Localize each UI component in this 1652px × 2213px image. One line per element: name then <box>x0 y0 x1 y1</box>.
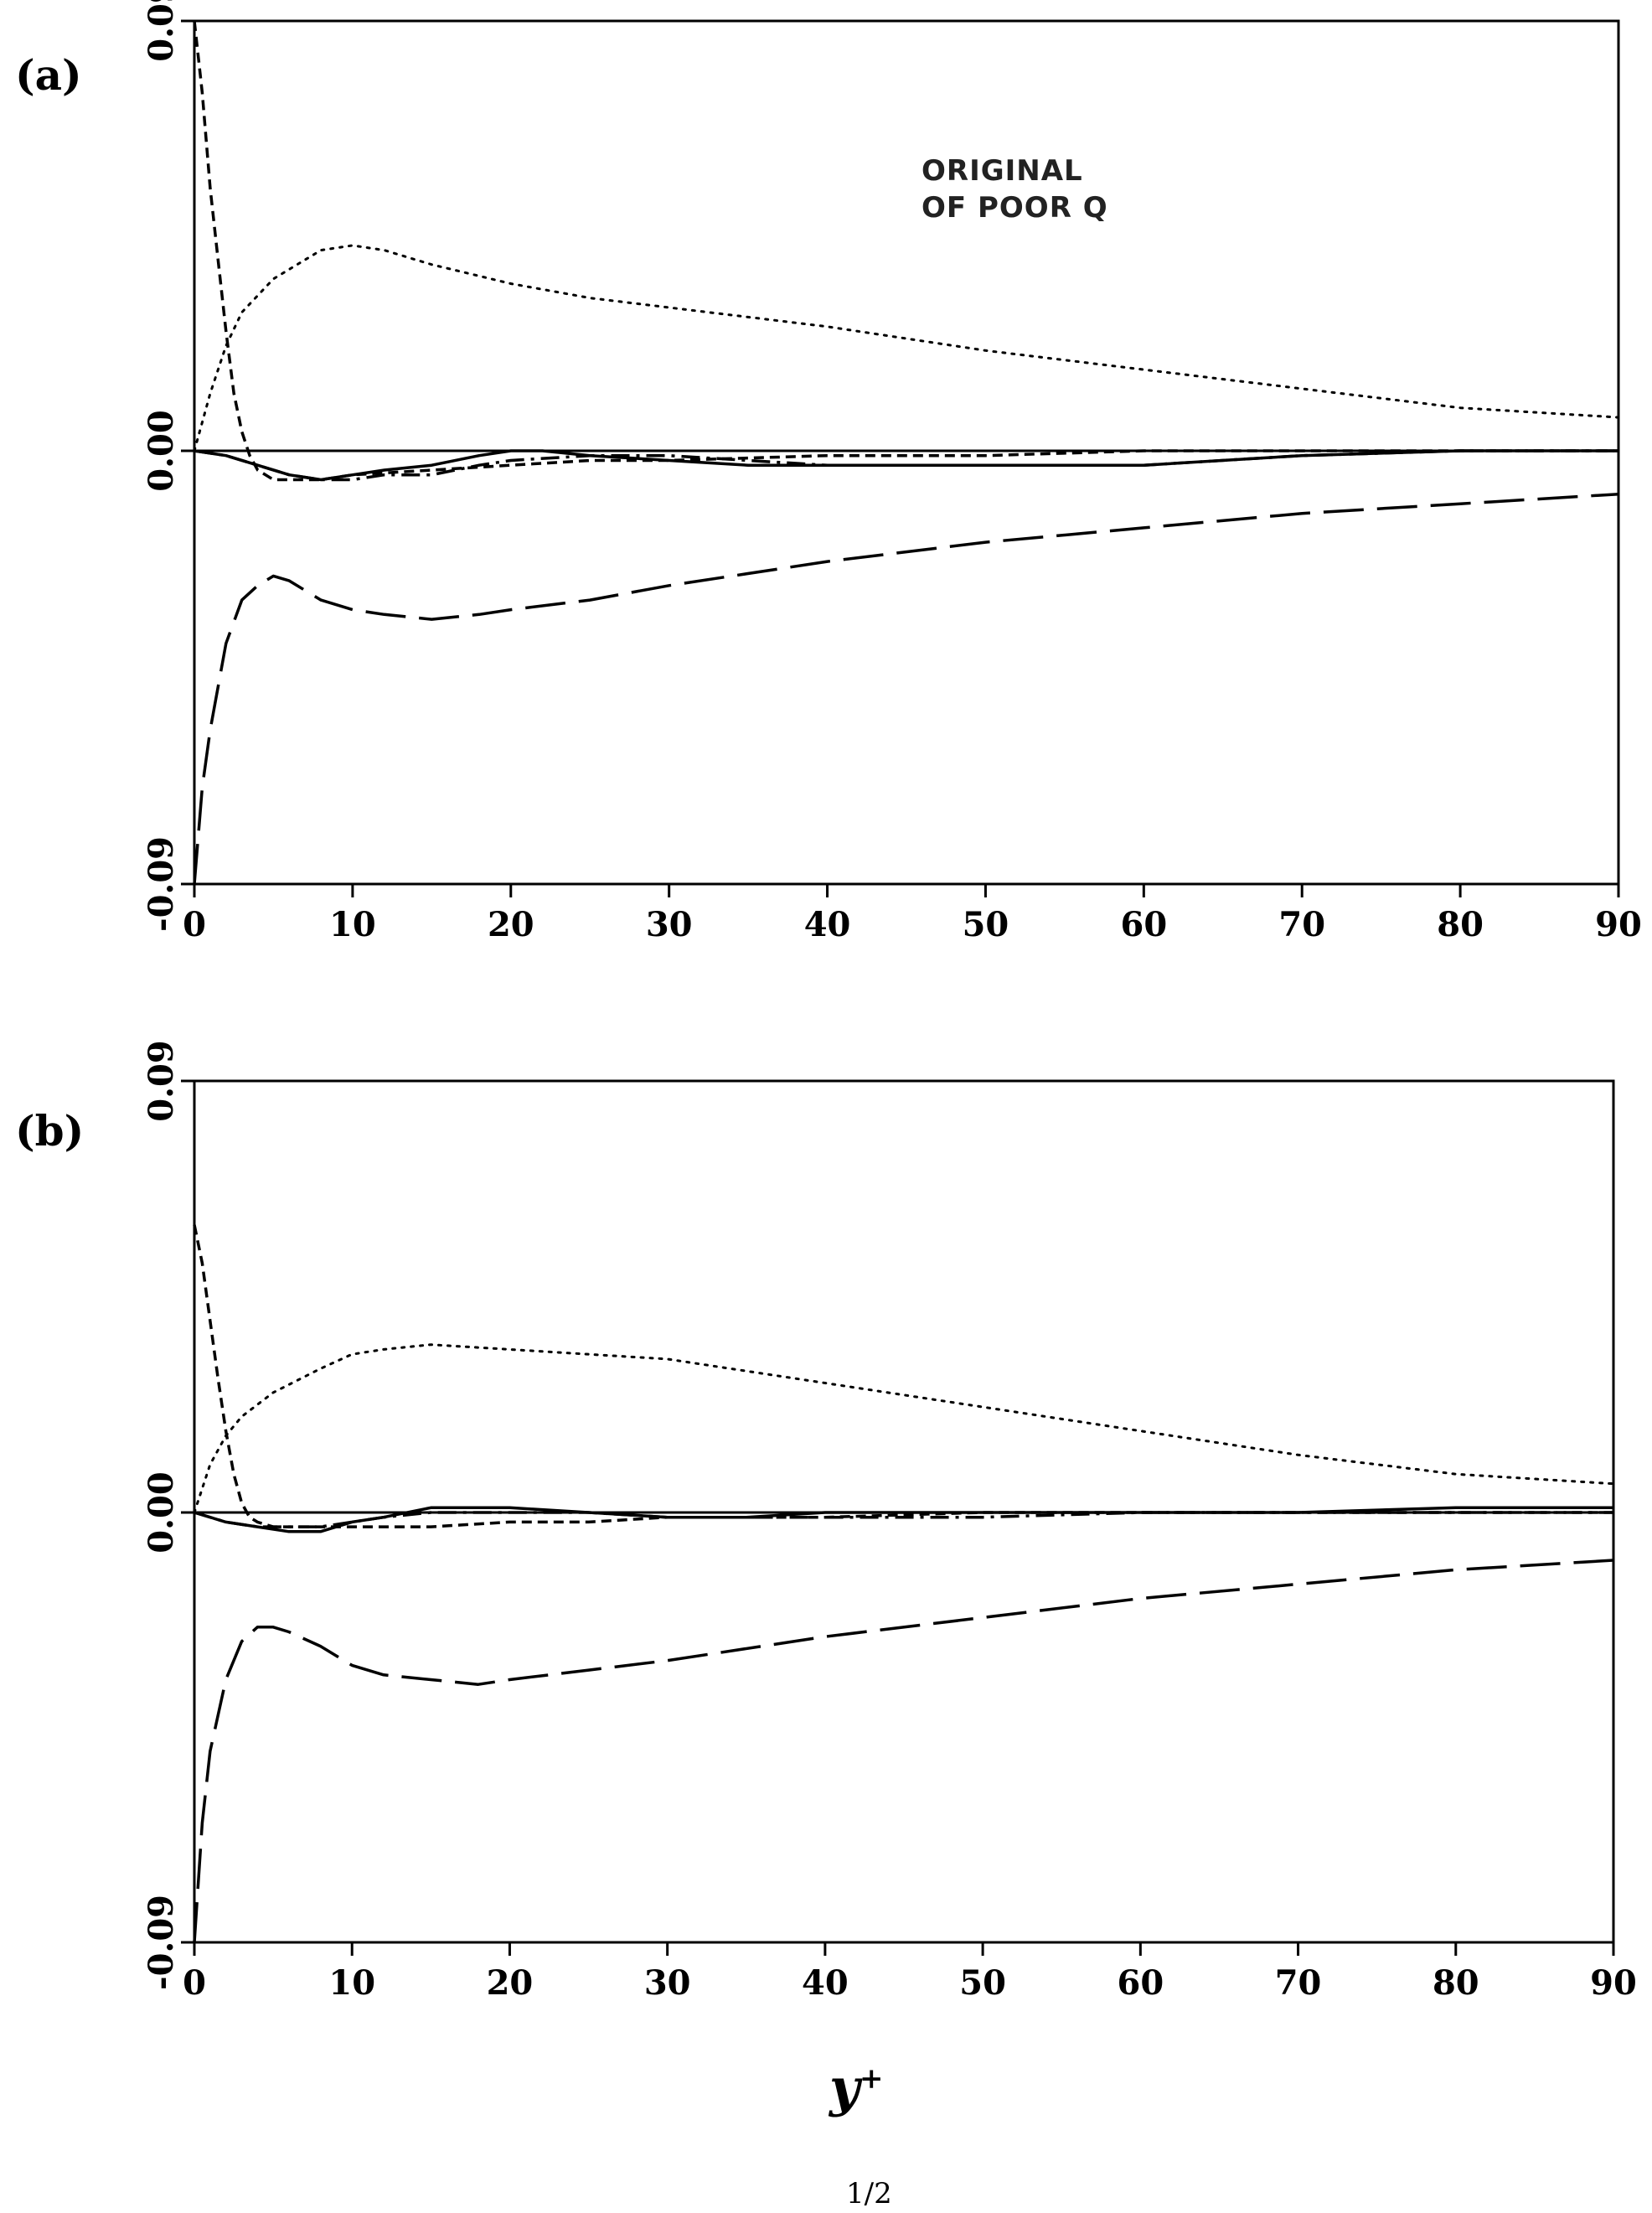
series-dash-dot <box>194 449 1618 482</box>
series-dash-dot <box>194 1511 1613 1528</box>
series-dotted <box>193 1343 1615 1514</box>
x-tick-label: 30 <box>644 1963 691 2003</box>
y-tick-label: -0.09 <box>142 836 181 932</box>
series-short-dash <box>193 20 1618 482</box>
y-tick-label: 0.00 <box>142 1471 181 1553</box>
x-tick-label: 0 <box>183 1963 206 2003</box>
x-axis-label-sup: + <box>860 2061 884 2096</box>
x-tick-label: 40 <box>804 905 851 944</box>
panel-a-label: (a) <box>15 50 82 100</box>
x-tick-label: 10 <box>328 1963 375 2003</box>
plot-frame <box>193 19 1620 886</box>
panel-a-plot: 0 10 20 30 40 50 60 70 80 90 -0.09 0.00 0.09 <box>142 0 1642 944</box>
x-tick-label: 90 <box>1590 1963 1637 2003</box>
x-axis-label-text: y <box>829 2057 860 2118</box>
x-tick-label: 70 <box>1278 905 1325 944</box>
panel-b-label: (b) <box>15 1106 85 1156</box>
series-solid <box>194 1506 1613 1533</box>
series-short-dash <box>193 1224 1613 1528</box>
stamp-line-2: OF POOR Q <box>922 191 1108 225</box>
x-tick-label: 80 <box>1437 905 1484 944</box>
y-tick-label: 0.09 <box>142 0 181 62</box>
series-dotted <box>193 244 1620 452</box>
x-tick-label: 20 <box>488 905 534 944</box>
x-tick-label: 70 <box>1275 1963 1322 2003</box>
original-stamp: ORIGINAL OF POOR Q <box>922 153 1108 226</box>
series-long-dash <box>193 492 1619 885</box>
x-tick-label: 50 <box>963 905 1009 944</box>
x-tick-label: 90 <box>1595 905 1642 944</box>
panel-b-plot: 0 10 20 30 40 50 60 70 80 90 -0.09 0.00 0.09 <box>142 1040 1637 2003</box>
x-tick-label: 30 <box>646 905 693 944</box>
x-tick-label: 60 <box>1120 905 1167 944</box>
x-tick-label: 20 <box>487 1963 534 2003</box>
y-tick-label: 0.09 <box>142 1040 181 1121</box>
x-tick-label: 80 <box>1433 1963 1479 2003</box>
x-axis-label: y+ <box>829 2057 884 2118</box>
x-tick-label: 60 <box>1117 1963 1164 2003</box>
caption-fragment: 1/2 <box>846 2177 892 2210</box>
x-tick-label: 0 <box>183 905 206 944</box>
series-long-dash <box>193 1559 1614 1943</box>
y-tick-label: 0.00 <box>142 410 181 491</box>
x-tick-label: 40 <box>802 1963 849 2003</box>
stamp-line-1: ORIGINAL <box>922 154 1083 188</box>
y-tick-label: -0.09 <box>142 1895 181 1990</box>
x-tick-label: 50 <box>959 1963 1006 2003</box>
x-tick-label: 10 <box>329 905 376 944</box>
